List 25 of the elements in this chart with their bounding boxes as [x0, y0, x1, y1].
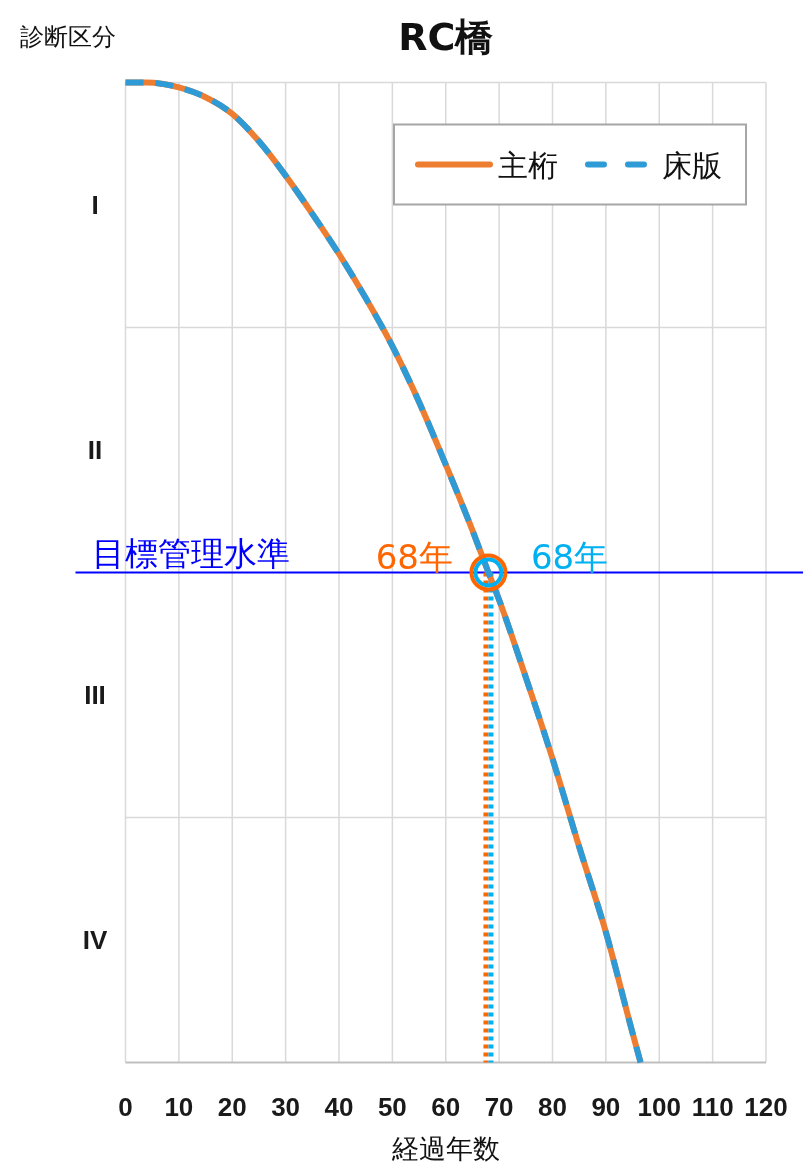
x-tick-label: 10	[164, 1092, 194, 1122]
x-tick-label: 100	[637, 1092, 681, 1122]
x-tick-label: 60	[431, 1092, 461, 1122]
x-tick-label: 50	[377, 1092, 407, 1122]
y-axis-title: 診断区分	[20, 23, 116, 51]
text: I	[91, 190, 99, 220]
x-tick-label: 90	[591, 1092, 621, 1122]
x-axis-title: 経過年数	[390, 1133, 500, 1164]
ref-line-label: 目標管理水準	[91, 533, 290, 573]
x-tick-label: 30	[271, 1092, 301, 1122]
x-tick-label: 40	[324, 1092, 354, 1122]
x-tick-label: 120	[744, 1092, 788, 1122]
ref-line-label: 68年	[530, 536, 609, 577]
text: IV	[82, 925, 108, 955]
x-tick-label: 20	[217, 1092, 247, 1122]
legend-label: 床版	[662, 147, 722, 183]
text: II	[87, 435, 103, 465]
chart-title: RC橋	[398, 15, 494, 59]
ref-line-label: 68年	[375, 536, 453, 577]
x-tick-label: 0	[118, 1092, 133, 1122]
legend-label: 主桁	[498, 147, 558, 183]
x-tick-label: 80	[538, 1092, 567, 1122]
x-tick-label: 110	[691, 1092, 734, 1122]
text: III	[84, 680, 106, 710]
x-tick-label: 70	[484, 1092, 514, 1122]
